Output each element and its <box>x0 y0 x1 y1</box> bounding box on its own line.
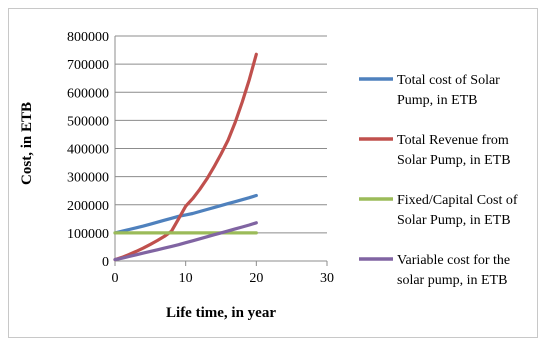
y-tick-label: 600000 <box>67 86 109 101</box>
x-tick-labels: 0 10 20 30 <box>112 261 334 286</box>
legend-label-line: Variable cost for the <box>397 253 510 268</box>
y-tick-label: 400000 <box>67 143 109 158</box>
y-tick-label: 200000 <box>67 199 109 214</box>
series-line-2 <box>113 52 258 262</box>
legend-label-line: Solar Pump, in ETB <box>397 213 511 228</box>
axes <box>114 36 327 262</box>
line-chart: 0 100000 200000 300000 400000 500000 600000 700… <box>19 30 518 321</box>
x-tick-label: 10 <box>179 271 193 286</box>
y-tick-label: 500000 <box>67 114 109 129</box>
y-axis-title: Cost, in ETB <box>19 102 35 185</box>
x-tick-label: 0 <box>112 271 119 286</box>
y-tick-label: 0 <box>102 255 109 270</box>
y-tick-label: 300000 <box>67 171 109 186</box>
legend-label: Total Revenue from Solar Pump, in ETB <box>397 133 511 168</box>
legend-label-line: Fixed/Capital Cost of <box>397 193 518 208</box>
legend-label-line: Pump, in ETB <box>397 93 478 108</box>
legend-label-line: Total cost of Solar <box>397 73 500 88</box>
gridlines <box>115 35 327 234</box>
legend-label-line: Solar Pump, in ETB <box>397 153 511 168</box>
legend-label: Total cost of Solar Pump, in ETB <box>397 73 500 108</box>
x-tick-label: 30 <box>320 271 334 286</box>
series-line-1 <box>113 193 258 235</box>
y-tick-label: 100000 <box>67 227 109 242</box>
x-axis-title: Life time, in year <box>166 305 276 321</box>
legend-label: Variable cost for the solar pump, in ETB <box>397 253 510 288</box>
legend-label-line: solar pump, in ETB <box>397 273 507 288</box>
y-tick-labels: 0 100000 200000 300000 400000 500000 600000 700… <box>67 30 109 270</box>
series-lines <box>113 52 258 262</box>
x-tick-label: 20 <box>249 271 263 286</box>
legend-label: Fixed/Capital Cost of Solar Pump, in ETB <box>397 193 518 228</box>
y-tick-label: 800000 <box>67 30 109 45</box>
series-line-4 <box>113 221 258 262</box>
y-tick-label: 700000 <box>67 58 109 73</box>
legend-label-line: Total Revenue from <box>397 133 509 148</box>
chart-frame: 0 100000 200000 300000 400000 500000 600000 700… <box>8 8 538 338</box>
legend: Total cost of Solar Pump, in ETB Total Rev… <box>359 73 518 288</box>
